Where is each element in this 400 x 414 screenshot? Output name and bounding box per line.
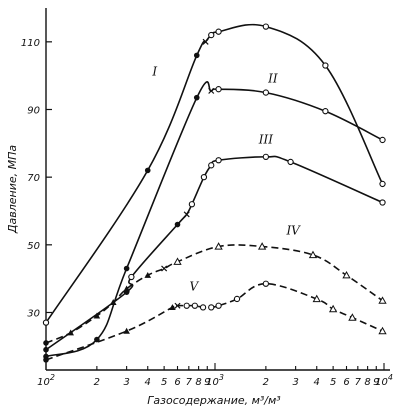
data-point-i xyxy=(208,31,215,39)
data-point-i xyxy=(193,52,200,59)
data-point-iii xyxy=(200,174,208,181)
data-point-iv xyxy=(342,270,351,279)
data-point-i xyxy=(215,28,222,35)
x-tick-label: 8 xyxy=(364,377,370,388)
data-point-i xyxy=(322,62,329,69)
y-tick-label: 50 xyxy=(27,241,40,252)
data-point-ii xyxy=(208,87,215,94)
data-point-iii xyxy=(215,157,222,164)
data-point-i xyxy=(262,23,270,30)
data-point-v xyxy=(169,304,176,311)
data-point-iv xyxy=(43,340,49,346)
data-point-iii xyxy=(287,158,294,166)
data-point-v xyxy=(199,304,207,311)
x-tick-label: 3 xyxy=(292,377,298,388)
data-point-iv xyxy=(161,265,168,272)
curve-label-iv: IV xyxy=(285,224,301,238)
x-tick-label: 9 xyxy=(204,377,210,388)
data-point-v xyxy=(208,304,215,311)
x-tick-label: 7 xyxy=(355,377,362,388)
series-line-v xyxy=(45,282,383,361)
x-tick-label: 9 xyxy=(373,377,379,388)
data-point-ii xyxy=(94,336,100,343)
data-point-i xyxy=(202,38,209,45)
data-point-iv xyxy=(109,299,117,305)
data-point-iv xyxy=(308,250,318,259)
y-tick-label: 110 xyxy=(21,38,40,49)
series-line-iv xyxy=(45,244,383,344)
data-point-v xyxy=(183,302,190,309)
series-line-i xyxy=(45,23,384,324)
data-point-iv xyxy=(257,242,267,250)
x-tick-label: 103 xyxy=(206,373,224,388)
curve-label-i: I xyxy=(151,65,157,79)
y-tick-label: 90 xyxy=(27,105,40,116)
data-point-v xyxy=(262,280,270,287)
data-point-iv xyxy=(173,257,182,265)
x-axis-title: Газосодержание, м³/м³ xyxy=(147,394,281,407)
data-point-v xyxy=(191,302,199,309)
x-tick-label: 102 xyxy=(37,373,55,388)
data-point-iv xyxy=(378,296,387,304)
data-point-v xyxy=(312,294,321,303)
data-point-ii xyxy=(322,108,329,115)
y-axis-title: Давление, МПа xyxy=(6,145,19,234)
data-point-iv xyxy=(123,285,130,292)
data-point-v xyxy=(43,357,49,363)
data-point-iii xyxy=(379,199,386,206)
data-point-i xyxy=(379,180,386,188)
x-tick-label: 104 xyxy=(375,373,393,388)
data-point-iii xyxy=(43,346,49,353)
marker-layer xyxy=(42,23,387,363)
data-point-iii xyxy=(188,201,196,208)
x-tick-label: 6 xyxy=(174,377,180,388)
data-point-iii xyxy=(262,153,270,161)
data-point-v xyxy=(233,295,241,303)
data-point-v xyxy=(123,327,130,334)
data-point-iv xyxy=(144,271,152,278)
x-tick-label: 7 xyxy=(186,377,193,388)
data-point-ii xyxy=(123,265,130,272)
series-line-ii xyxy=(45,81,383,358)
y-tick-label: 30 xyxy=(27,308,40,319)
data-point-v xyxy=(215,302,222,309)
data-point-ii xyxy=(193,94,200,101)
x-tick-label: 4 xyxy=(145,377,151,388)
data-point-iii xyxy=(128,273,135,281)
x-tick-label: 2 xyxy=(94,377,100,388)
curve-label-iii: III xyxy=(258,132,273,146)
data-point-iv xyxy=(214,242,223,250)
data-point-ii xyxy=(215,86,222,93)
data-point-ii xyxy=(262,89,270,96)
data-point-iii xyxy=(174,221,181,228)
data-point-v xyxy=(328,304,338,313)
x-tick-label: 5 xyxy=(161,377,167,388)
x-tick-label: 6 xyxy=(343,377,349,388)
data-point-iv xyxy=(93,312,101,319)
data-point-iii xyxy=(183,211,190,218)
y-ticks: 30 50 70 90 110 xyxy=(21,38,52,319)
data-point-i xyxy=(144,167,151,174)
data-point-ii xyxy=(379,136,386,144)
data-point-v xyxy=(378,326,387,335)
data-point-v xyxy=(348,313,357,321)
data-point-v xyxy=(174,302,181,309)
data-point-iv xyxy=(67,329,74,336)
series-line-iii xyxy=(45,155,383,351)
x-tick-label: 4 xyxy=(314,377,320,388)
x-tick-label: 5 xyxy=(330,377,336,388)
curve-label-v: V xyxy=(190,279,200,293)
data-point-i xyxy=(42,319,50,326)
curve-label-ii: II xyxy=(267,71,278,85)
data-point-iii xyxy=(208,162,215,169)
y-tick-label: 70 xyxy=(27,173,40,184)
x-tick-label: 8 xyxy=(195,377,201,388)
x-tick-label: 3 xyxy=(123,377,129,388)
x-tick-label: 2 xyxy=(263,377,269,388)
